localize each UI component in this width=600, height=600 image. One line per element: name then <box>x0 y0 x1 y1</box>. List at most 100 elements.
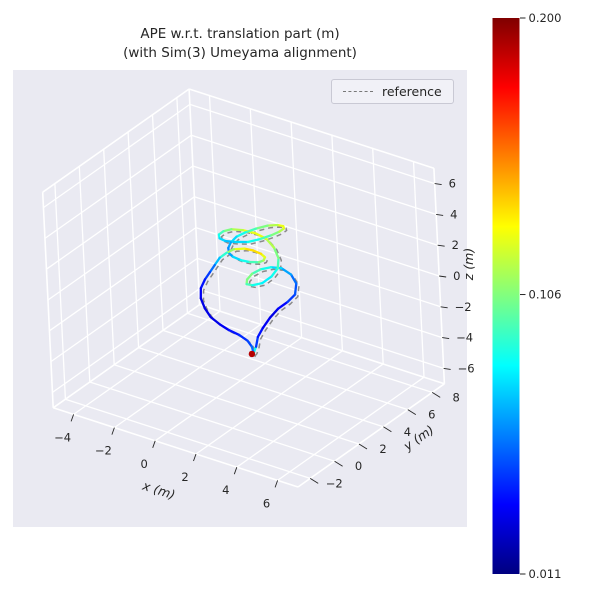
plot-background <box>13 70 467 527</box>
gridline <box>236 363 384 468</box>
x-tick <box>233 467 238 475</box>
estimate-trajectory-segment <box>231 255 243 262</box>
y-tick <box>431 392 441 398</box>
estimate-trajectory-segment <box>218 251 228 259</box>
z-tick-label: 0 <box>453 269 460 283</box>
estimate-trajectory-segment <box>254 224 269 230</box>
chart-title: APE w.r.t. translation part (m) (with Si… <box>13 25 467 63</box>
z-axis-label: z (m) <box>461 248 476 281</box>
estimate-trajectory-segment <box>270 230 281 237</box>
z-tick <box>436 213 444 216</box>
gridline <box>73 310 221 415</box>
y-tick-label: 0 <box>355 459 362 473</box>
estimate-trajectory-segment <box>269 266 283 270</box>
x-tick <box>274 480 279 488</box>
estimate-trajectory-segment <box>259 234 273 241</box>
z-tick <box>434 183 442 186</box>
estimate-trajectory-segment <box>265 237 276 249</box>
legend: reference <box>331 79 454 104</box>
estimate-trajectory-segment <box>276 300 289 310</box>
estimate-trajectory-segment <box>259 266 273 271</box>
gridline <box>195 350 343 455</box>
y-tick-label: 6 <box>428 408 435 422</box>
estimate-trajectory-segment <box>244 227 258 234</box>
gridline <box>192 165 438 246</box>
estimate-trajectory-segment <box>246 237 262 244</box>
colorbar <box>492 18 520 574</box>
estimate-trajectory-segment <box>270 267 279 278</box>
estimate-trajectory-segment <box>280 267 293 276</box>
estimate-trajectory-segment <box>268 307 280 319</box>
x-tick <box>193 453 197 462</box>
z-tick-label: −2 <box>455 300 472 314</box>
z-tick-label: 4 <box>450 207 457 221</box>
z-tick <box>443 367 451 370</box>
estimate-trajectory-segment <box>239 259 251 264</box>
z-tick-label: −6 <box>458 361 475 375</box>
box-edge <box>52 303 201 409</box>
y-tick-label: 2 <box>379 442 386 456</box>
estimate-trajectory-segment <box>203 271 212 281</box>
gridline <box>162 329 409 411</box>
x-tick-label: −2 <box>95 444 112 458</box>
estimate-trajectory-segment <box>199 297 206 310</box>
x-tick-label: 4 <box>222 483 229 497</box>
estimate-trajectory-segment <box>230 228 244 232</box>
estimate-trajectory-segment <box>293 282 298 296</box>
x-tick-label: 0 <box>141 457 148 471</box>
gridline <box>189 103 435 185</box>
box-edge <box>297 383 445 488</box>
z-tick <box>442 337 450 340</box>
gridline <box>49 227 197 332</box>
estimate-trajectory-segment <box>246 339 253 348</box>
max-error-marker <box>248 350 256 358</box>
estimate-trajectory-segment <box>222 228 233 233</box>
box-edge <box>41 192 54 408</box>
gridline <box>194 196 440 277</box>
box-edge <box>199 303 445 385</box>
y-tick-label: −2 <box>326 476 343 490</box>
chart-title-line2: (with Sim(3) Umeyama alignment) <box>123 45 357 61</box>
gridline <box>187 312 433 394</box>
estimate-trajectory-segment <box>286 293 297 304</box>
y-tick-label: 8 <box>453 390 460 404</box>
gridline <box>89 381 335 462</box>
gridline <box>47 196 195 301</box>
y-tick <box>334 460 343 467</box>
gridline <box>44 134 192 239</box>
estimate-trajectory-segment <box>276 257 280 270</box>
y-tick <box>309 478 319 484</box>
legend-label: reference <box>382 84 442 99</box>
estimate-trajectory-segment <box>238 333 249 342</box>
estimate-trajectory-segment <box>208 263 216 274</box>
legend-dashed-line-icon <box>343 91 373 92</box>
gridline <box>52 288 200 393</box>
estimate-trajectory-segment <box>250 268 262 275</box>
estimate-trajectory-segment <box>209 316 222 326</box>
y-tick <box>383 426 392 433</box>
x-tick-label: −4 <box>54 430 71 444</box>
gridline <box>113 364 360 445</box>
estimate-trajectory-segment <box>251 281 264 287</box>
z-tick <box>439 275 447 278</box>
gridline <box>114 323 262 429</box>
estimate-trajectory-segment <box>254 335 260 348</box>
estimate-trajectory-segment <box>251 249 263 255</box>
estimate-trajectory-segment <box>232 247 246 251</box>
estimate-trajectory-segment <box>261 316 272 330</box>
colorbar-tick-label: 0.200 <box>529 11 562 25</box>
estimate-trajectory-segment <box>272 246 280 260</box>
estimate-trajectory-segment <box>218 323 231 332</box>
estimate-trajectory-segment <box>245 272 254 281</box>
gridline <box>138 346 384 428</box>
box-edge <box>188 88 435 169</box>
gridline <box>43 103 191 209</box>
gridline <box>46 165 194 270</box>
z-tick-label: −4 <box>456 331 473 345</box>
x-tick-label: 6 <box>263 496 270 510</box>
gridline <box>191 134 437 216</box>
z-tick <box>440 306 448 309</box>
reference-trajectory <box>202 226 300 358</box>
